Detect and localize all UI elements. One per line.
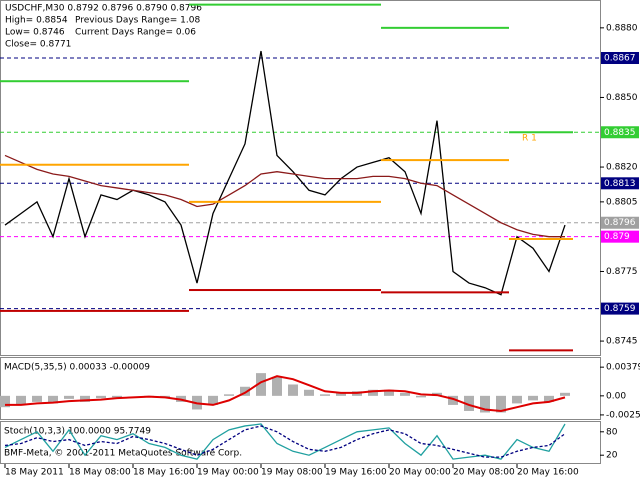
bar <box>448 395 458 405</box>
bar <box>496 395 506 413</box>
level-box <box>601 52 639 65</box>
y-tick-label: 20 <box>606 451 618 461</box>
bar <box>32 395 42 402</box>
chart-title: USDCHF,M30 0.8792 0.8796 0.8790 0.8796 <box>5 4 202 14</box>
x-tick-label: 19 May 16:00 <box>325 468 387 478</box>
footer: BMF-Meta, © 2001-2011 MetaQuotes Softwar… <box>4 449 242 459</box>
series-line <box>4 154 565 238</box>
x-tick-label: 20 May 16:00 <box>517 468 579 478</box>
x-tick-label: 18 May 08:00 <box>69 468 131 478</box>
bar <box>480 395 490 413</box>
bar <box>336 392 346 396</box>
x-tick-label: 18 May 16:00 <box>133 468 195 478</box>
bar <box>464 395 474 411</box>
level-label: 0.8813 <box>604 179 636 189</box>
x-tick-label: 20 May 08:00 <box>453 468 515 478</box>
series-line <box>4 425 566 458</box>
level-box <box>601 230 639 243</box>
y-tick-label: 0.8850 <box>606 93 638 103</box>
y-tick-label: 0.8745 <box>606 337 638 347</box>
annotation: High= 0.8854 <box>5 16 68 26</box>
stoch-panel <box>0 421 601 464</box>
bar <box>416 395 426 398</box>
level-box <box>601 302 639 315</box>
y-tick-label: 0.00379 <box>606 363 640 373</box>
bar <box>208 395 218 405</box>
series-line <box>4 50 566 296</box>
annotation: Previous Days Range= 1.08 <box>75 16 200 26</box>
bar <box>320 394 330 396</box>
bar <box>544 395 554 402</box>
level-box <box>601 216 639 229</box>
annotation: Close= 0.8771 <box>5 40 71 50</box>
bar <box>384 389 394 396</box>
x-tick-label: 19 May 00:00 <box>197 468 259 478</box>
x-tick-label: 20 May 00:00 <box>389 468 451 478</box>
y-tick-label: 0.8820 <box>606 163 638 173</box>
bar <box>224 394 234 396</box>
main-panel <box>0 0 601 356</box>
level-label: 0.8835 <box>604 128 636 138</box>
level-label: 0.8867 <box>604 54 636 64</box>
level-box <box>601 177 639 190</box>
y-tick-label: 0.8775 <box>606 267 638 277</box>
annotation: Low= 0.8746 <box>5 28 65 38</box>
bar <box>0 395 10 408</box>
bar <box>400 392 410 396</box>
level-box <box>601 126 639 139</box>
bar <box>64 395 74 399</box>
x-tick-label: 19 May 08:00 <box>261 468 323 478</box>
y-tick-label: 0.8805 <box>606 197 638 207</box>
panel-title: Stoch(10,3,3) 100.0000 95.7749 <box>4 427 151 437</box>
panel-title: MACD(5,35,5) 0.00033 -0.00009 <box>4 363 150 373</box>
bar <box>512 395 522 404</box>
bar <box>16 395 26 405</box>
bar <box>368 389 378 396</box>
level-label: 0.8796 <box>604 218 636 228</box>
series-line <box>4 423 566 460</box>
annotation: Current Days Range= 0.06 <box>75 28 196 38</box>
bar <box>96 395 106 399</box>
series-line <box>5 375 566 412</box>
y-tick-label: 0.00 <box>606 391 626 401</box>
level-label: 0.879 <box>604 232 630 242</box>
annotation: R 1 <box>522 134 537 144</box>
level-label: 0.8759 <box>604 304 636 314</box>
bar <box>288 384 298 396</box>
bar <box>240 386 250 396</box>
bar <box>560 392 570 396</box>
y-tick-label: 0.8880 <box>606 23 638 33</box>
y-tick-label: 80 <box>606 427 618 437</box>
bar <box>528 395 538 401</box>
bar <box>112 395 122 398</box>
bar <box>304 389 314 396</box>
bar <box>256 373 266 396</box>
bar <box>80 395 90 402</box>
x-tick-label: 18 May 2011 <box>5 468 64 478</box>
y-tick-label: -0.00252 <box>606 410 640 420</box>
macd-panel <box>0 357 601 420</box>
bar <box>48 395 58 404</box>
bar <box>272 376 282 396</box>
